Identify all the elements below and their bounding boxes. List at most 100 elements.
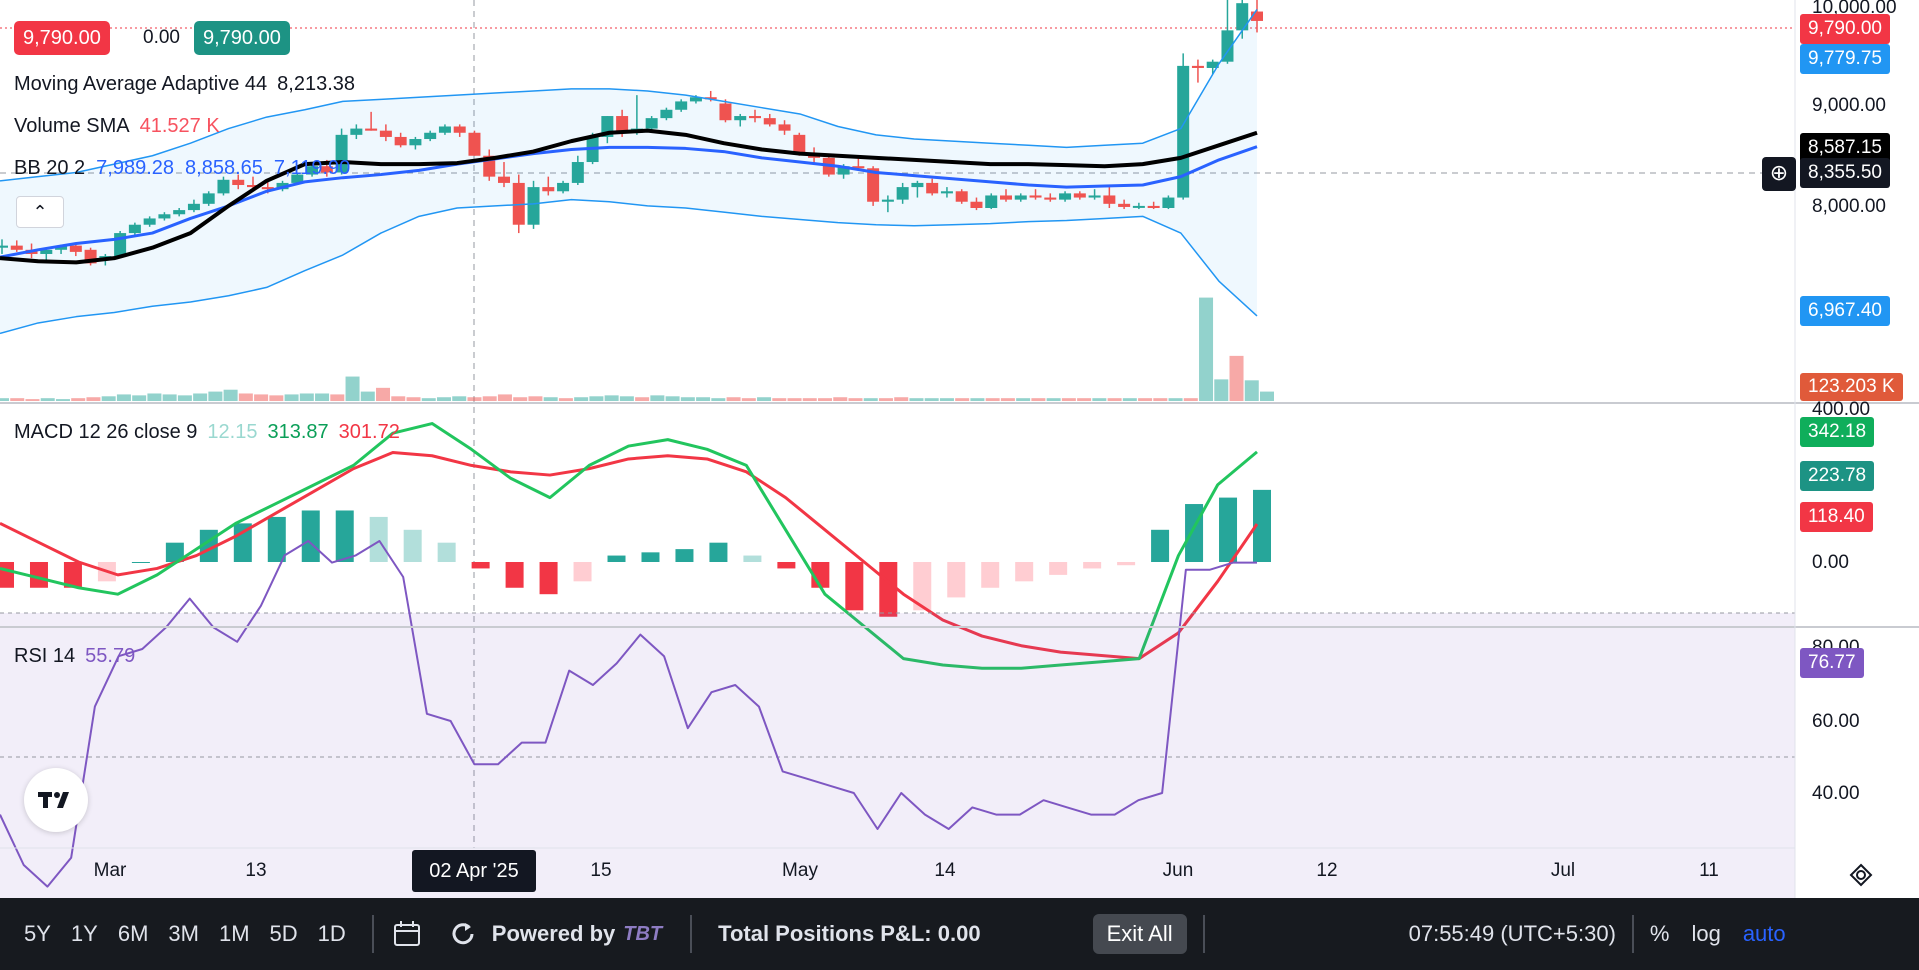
refresh-icon[interactable] bbox=[448, 919, 478, 949]
percent-scale-toggle[interactable]: % bbox=[1649, 921, 1670, 946]
volume-bar bbox=[1046, 398, 1061, 401]
candle-body bbox=[749, 116, 761, 119]
volume-bar bbox=[436, 397, 451, 401]
collapse-legend-button[interactable]: ⌃ bbox=[16, 196, 64, 228]
time-axis-label: 12 bbox=[1316, 860, 1338, 881]
bid-price-tag[interactable]: 9,790.00 bbox=[14, 21, 110, 55]
volume-bar bbox=[574, 397, 589, 401]
bb-basis-value: 7,989.28 bbox=[96, 157, 175, 179]
timeframe-1d[interactable]: 1D bbox=[317, 921, 346, 946]
timeframe-5y[interactable]: 5Y bbox=[24, 921, 51, 946]
volume-bar bbox=[0, 398, 9, 401]
timeframe-3m[interactable]: 3M bbox=[168, 921, 199, 946]
macd-histogram-bar bbox=[1219, 497, 1238, 562]
signal-value-tag: 118.40 bbox=[1800, 502, 1873, 532]
add-alert-button[interactable]: ⊕ bbox=[1762, 157, 1796, 191]
rsi-line bbox=[0, 540, 1257, 888]
macd-line bbox=[0, 422, 1258, 670]
volume-bar bbox=[558, 398, 573, 401]
timeframe-group: 5Y 1Y 6M 3M 1M 5D 1D bbox=[0, 921, 356, 947]
volume-bar bbox=[1229, 355, 1244, 401]
volume-bar bbox=[772, 398, 787, 401]
volume-legend[interactable]: Volume SMA 41.527 K bbox=[14, 115, 220, 138]
macd-histogram-bar bbox=[743, 555, 762, 562]
candle-body bbox=[1073, 193, 1086, 198]
volume-bar bbox=[787, 398, 802, 401]
rsi-legend[interactable]: RSI 14 55.79 bbox=[14, 645, 135, 668]
volume-bar bbox=[132, 395, 147, 401]
volume-bar bbox=[254, 394, 269, 401]
candle-body bbox=[1236, 3, 1249, 31]
volume-bar bbox=[711, 398, 726, 401]
macd-legend[interactable]: MACD 12 26 close 9 12.15 313.87 301.72 bbox=[14, 421, 400, 444]
candle-body bbox=[438, 126, 451, 133]
candle-body bbox=[616, 116, 629, 133]
tradingview-logo[interactable] bbox=[24, 768, 88, 832]
timeframe-1y[interactable]: 1Y bbox=[70, 921, 98, 946]
macd-histogram-bar bbox=[981, 562, 1000, 588]
pane-separators bbox=[0, 0, 1919, 898]
candle-body bbox=[881, 199, 894, 202]
ma-legend[interactable]: Moving Average Adaptive 44 8,213.38 bbox=[14, 73, 355, 96]
macd-histogram-bar bbox=[165, 542, 184, 562]
calendar-range-icon[interactable] bbox=[390, 917, 424, 951]
volume-bar bbox=[696, 397, 711, 401]
macd-signal-value: 301.72 bbox=[338, 421, 400, 443]
candle-body bbox=[173, 210, 186, 215]
bb-label: BB 20 2 bbox=[14, 157, 86, 179]
candle-body bbox=[365, 128, 378, 131]
total-pnl-label: Total Positions P&L: 0.00 bbox=[718, 921, 981, 946]
macd-histogram-bar bbox=[437, 542, 456, 562]
timeframe-5d[interactable]: 5D bbox=[269, 921, 298, 946]
candle-body bbox=[1177, 65, 1190, 198]
candle-body bbox=[719, 103, 732, 121]
bb-lower-tag: 6,967.40 bbox=[1800, 296, 1890, 326]
volume-bar bbox=[1183, 398, 1198, 401]
candle-body bbox=[99, 256, 112, 259]
bb-legend[interactable]: BB 20 2 7,989.28 8,858.65 7,119.90 bbox=[14, 157, 350, 180]
candle-body bbox=[571, 162, 584, 183]
bb-basis-line bbox=[0, 145, 1258, 259]
volume-bar bbox=[1168, 398, 1183, 401]
macd-histogram-bar bbox=[709, 542, 728, 562]
volume-bar bbox=[360, 391, 375, 401]
candle-body bbox=[689, 97, 702, 102]
timeframe-1m[interactable]: 1M bbox=[218, 921, 250, 946]
candle-body bbox=[778, 124, 791, 131]
macd-histogram-bar bbox=[1083, 562, 1102, 569]
candle-body bbox=[306, 166, 319, 175]
candle-body bbox=[704, 97, 717, 100]
volume-bar bbox=[208, 391, 223, 401]
macd-histogram-bar bbox=[641, 552, 660, 562]
macd-histogram-bar bbox=[607, 555, 626, 562]
candle-body bbox=[55, 245, 68, 250]
volume-bar bbox=[497, 394, 512, 401]
ask-price-tag[interactable]: 9,790.00 bbox=[194, 21, 290, 55]
macd-histogram-bar bbox=[1117, 562, 1136, 566]
candle-body bbox=[1162, 197, 1175, 208]
settings-gear-icon[interactable] bbox=[1846, 860, 1876, 890]
clock[interactable]: 07:55:49 (UTC+5:30) bbox=[1408, 921, 1616, 946]
time-axis-label: Mar bbox=[93, 860, 127, 881]
candle-body bbox=[926, 182, 939, 194]
toolbar-divider bbox=[371, 915, 374, 953]
volume-bar bbox=[1092, 398, 1107, 401]
tv-logo-icon bbox=[38, 792, 69, 808]
bottom-toolbar: 5Y 1Y 6M 3M 1M 5D 1D Powered by TBT Tota… bbox=[0, 898, 1919, 970]
grid-lines bbox=[0, 0, 1795, 848]
volume-bar bbox=[955, 398, 970, 401]
macd-pane bbox=[0, 422, 1271, 670]
exit-all-button[interactable]: Exit All bbox=[1092, 914, 1187, 954]
candle-body bbox=[660, 109, 673, 119]
macd-histogram-bar bbox=[335, 510, 354, 562]
macd-line-value: 313.87 bbox=[267, 421, 329, 443]
log-scale-toggle[interactable]: log bbox=[1691, 921, 1721, 946]
volume-bar bbox=[650, 395, 665, 401]
auto-scale-toggle[interactable]: auto bbox=[1742, 921, 1786, 946]
volume-bar bbox=[604, 395, 619, 401]
timeframe-6m[interactable]: 6M bbox=[117, 921, 149, 946]
volume-bar bbox=[1260, 391, 1274, 401]
chart-canvas[interactable] bbox=[0, 0, 1919, 898]
candle-body bbox=[985, 195, 998, 208]
